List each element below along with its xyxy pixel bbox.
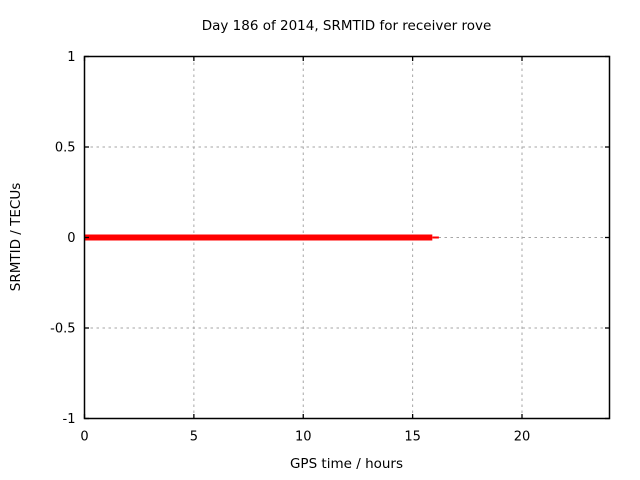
x-tick-label: 20: [514, 430, 531, 445]
y-tick-label: 1: [67, 50, 75, 65]
y-tick-label: 0.5: [55, 141, 76, 156]
x-tick-label: 15: [404, 430, 421, 445]
x-tick-label: 5: [190, 430, 198, 445]
x-tick-label: 10: [295, 430, 312, 445]
y-tick-label: -1: [63, 412, 76, 427]
y-tick-label: 0: [67, 231, 75, 246]
x-tick-label: 0: [80, 430, 88, 445]
x-axis-title: GPS time / hours: [289, 456, 404, 472]
chart-title: Day 186 of 2014, SRMTID for receiver rov…: [201, 18, 492, 34]
y-tick-label: -0.5: [50, 322, 75, 337]
